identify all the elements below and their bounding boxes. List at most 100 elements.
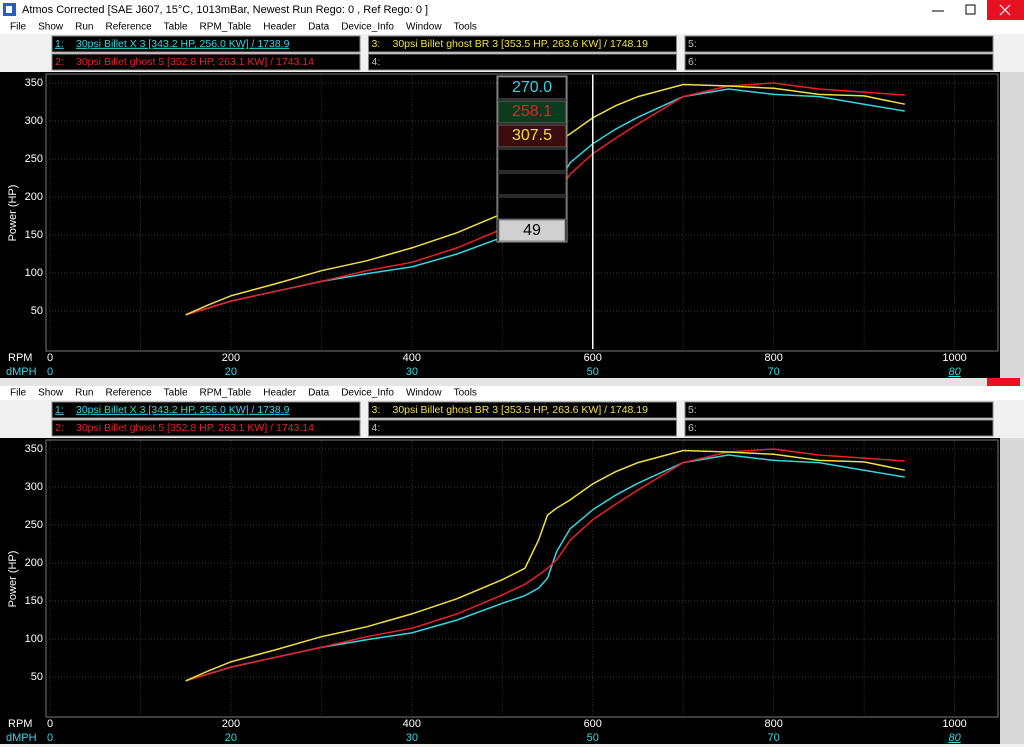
y-tick-label: 150 (25, 595, 43, 607)
readout-cell (497, 148, 567, 172)
close-icon (999, 4, 1011, 16)
y-tick-label: 300 (25, 115, 43, 127)
speed-tick-label: 20 (225, 366, 237, 378)
menu-item[interactable]: Window (406, 22, 442, 33)
title-bar (0, 0, 1024, 20)
menu-item[interactable]: Run (75, 22, 93, 33)
menu-item[interactable]: Header (263, 388, 296, 399)
x-tick-label: 200 (222, 718, 240, 730)
legend-slot-number: 4: (372, 422, 381, 434)
menu-item[interactable]: Data (308, 388, 330, 399)
scroll-strip (1000, 438, 1024, 744)
menu-item[interactable]: Header (263, 22, 296, 33)
y-tick-label: 350 (25, 77, 43, 89)
y-tick-label: 250 (25, 519, 43, 531)
legend-slot (368, 419, 677, 437)
legend-slot (684, 35, 994, 53)
legend-slot-number: 5: (688, 404, 697, 416)
legend-slot (684, 53, 994, 71)
power-curve (185, 449, 905, 682)
legend-slot-number: 3: (372, 38, 381, 50)
menu-item[interactable]: Run (75, 388, 93, 399)
menu-item[interactable]: RPM_Table (200, 388, 252, 399)
y-tick-label: 300 (25, 481, 43, 493)
window-edge (0, 378, 1024, 386)
legend-slot (368, 35, 677, 53)
legend-slot-number: 3: (372, 404, 381, 416)
x-tick-label: 800 (764, 718, 782, 730)
legend-slot (51, 401, 361, 419)
y-tick-label: 100 (25, 633, 43, 645)
menu-item[interactable]: RPM_Table (200, 22, 252, 33)
speed-tick-label: 50 (587, 366, 599, 378)
speed-tick-label: 80 (948, 732, 961, 744)
speed-tick-label: 70 (768, 732, 780, 744)
readout-value: 270.0 (512, 79, 552, 96)
speed-tick-label: 0 (47, 732, 53, 744)
speed-tick-label: 0 (47, 366, 53, 378)
x-tick-label: 0 (47, 718, 53, 730)
legend-slot-number: 2: (55, 422, 64, 434)
legend-entry: 30psi Billet ghost 5 [352.8 HP, 263.1 KW… (76, 56, 314, 68)
legend-slot-number: 2: (55, 56, 64, 68)
legend-entry: 30psi Billet X 3 [343.2 HP, 256.0 KW] / … (76, 38, 290, 50)
legend-entry: 30psi Billet X 3 [343.2 HP, 256.0 KW] / … (76, 404, 290, 416)
plot-area (45, 439, 999, 718)
legend-slot (684, 401, 994, 419)
menu-item[interactable]: Show (38, 22, 64, 33)
legend-entry: 30psi Billet ghost BR 3 [353.5 HP, 263.6… (393, 38, 649, 50)
menu-item[interactable]: Device_Info (341, 388, 394, 399)
menu-item[interactable]: Device_Info (341, 22, 394, 33)
menu-item[interactable]: Tools (454, 22, 477, 33)
speed-cell (498, 219, 566, 242)
legend-slot-number: 5: (688, 38, 697, 50)
readout-cell (497, 76, 567, 100)
y-tick-label: 50 (31, 671, 43, 683)
y-axis-label: Power (HP) (7, 185, 19, 242)
legend-slot (684, 419, 994, 437)
x-tick-label: 600 (584, 718, 602, 730)
menu-item[interactable]: File (10, 388, 27, 399)
speed-axis-label: dMPH (6, 366, 37, 378)
legend-entry: 30psi Billet ghost 5 [352.8 HP, 263.1 KW… (76, 422, 314, 434)
speed-value: 49 (523, 222, 541, 239)
menu-item[interactable]: Tools (454, 388, 477, 399)
speed-tick-label: 20 (225, 732, 237, 744)
menu-item[interactable]: Table (164, 22, 188, 33)
readout-value: 258.1 (512, 103, 552, 120)
legend-slot (51, 419, 361, 437)
menu-item[interactable]: Reference (106, 388, 153, 399)
legend-slot (51, 53, 361, 71)
menu-bar (0, 20, 1024, 34)
x-axis-label: RPM (8, 718, 32, 730)
hidden-close-button (987, 378, 1020, 386)
y-tick-label: 350 (25, 443, 43, 455)
speed-axis-label: dMPH (6, 732, 37, 744)
maximize-button[interactable] (965, 4, 976, 15)
menu-bar (0, 386, 1024, 400)
legend-slot (368, 53, 677, 71)
x-tick-label: 400 (403, 352, 421, 364)
x-tick-label: 0 (47, 352, 53, 364)
menu-item[interactable]: File (10, 22, 27, 33)
menu-item[interactable]: Data (308, 22, 330, 33)
y-axis-label: Power (HP) (7, 551, 19, 608)
speed-row (0, 732, 1000, 744)
menu-item[interactable]: Reference (106, 22, 153, 33)
legend-slot-number: 1: (55, 38, 64, 50)
speed-tick-label: 50 (587, 732, 599, 744)
legend-slot-number: 1: (55, 404, 64, 416)
y-tick-label: 100 (25, 267, 43, 279)
readout-cell (497, 196, 567, 220)
power-curve (185, 448, 905, 682)
x-tick-label: 400 (403, 718, 421, 730)
readout-value: 307.5 (512, 127, 552, 144)
menu-item[interactable]: Window (406, 388, 442, 399)
speed-tick-label: 70 (768, 366, 780, 378)
y-tick-label: 50 (31, 305, 43, 317)
menu-item[interactable]: Table (164, 388, 188, 399)
menu-item[interactable]: Show (38, 388, 64, 399)
legend-slot (368, 401, 677, 419)
scroll-strip (1000, 72, 1024, 378)
